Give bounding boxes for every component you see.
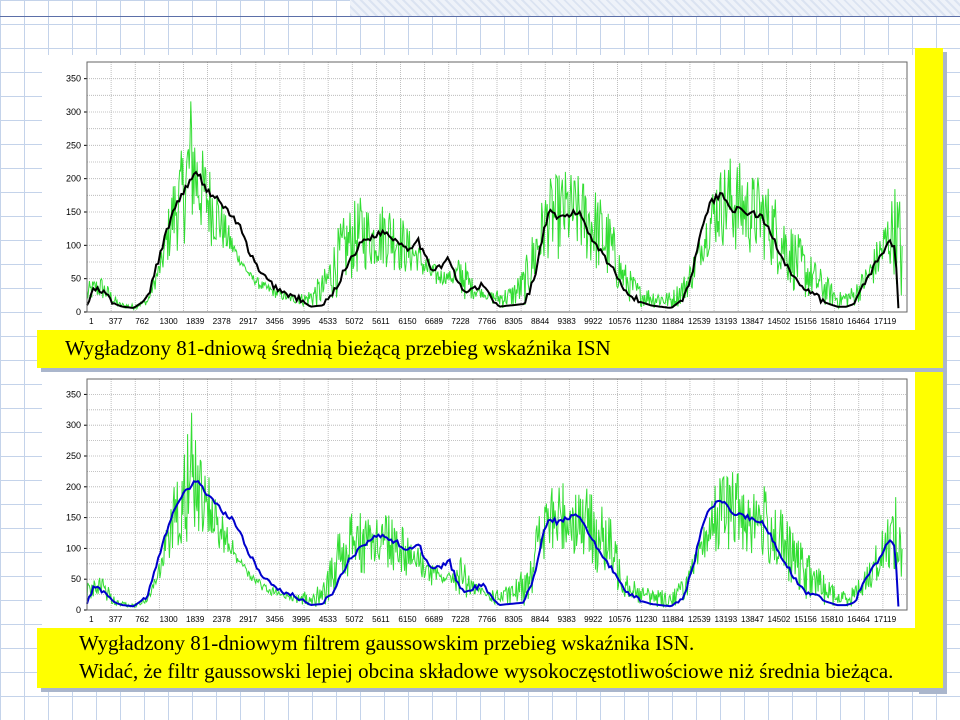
x-tick-label: 3995 — [292, 317, 311, 326]
y-tick-label: 150 — [66, 513, 81, 523]
y-tick-label: 0 — [76, 605, 81, 615]
chart-svg-0: 0 50 100 150 200 250 300 350 1 377 762 1300 1839 2378… — [66, 61, 908, 326]
x-tick-label: 377 — [109, 615, 123, 624]
x-tick-label: 3456 — [266, 615, 285, 624]
x-tick-label: 1 — [89, 615, 94, 624]
chart-svg-1: 0 50 100 150 200 250 300 350 1 377 762 1300 1839 2378… — [66, 378, 908, 624]
y-tick-label: 150 — [66, 207, 81, 217]
x-tick-label: 13193 — [714, 615, 737, 624]
x-tick-label: 8844 — [531, 615, 550, 624]
x-tick-label: 2378 — [213, 317, 232, 326]
x-tick-label: 14502 — [768, 615, 791, 624]
x-tick-label: 17119 — [874, 317, 897, 326]
x-tick-label: 16464 — [847, 615, 870, 624]
x-tick-label: 15156 — [794, 615, 817, 624]
y-tick-label: 350 — [66, 389, 81, 399]
x-tick-label: 762 — [135, 317, 149, 326]
x-tick-label: 8305 — [504, 615, 523, 624]
top-decorative-band — [350, 0, 960, 16]
x-tick-label: 3995 — [292, 615, 311, 624]
x-tick-label: 12539 — [688, 615, 711, 624]
x-tick-label: 8305 — [504, 317, 523, 326]
x-tick-label: 16464 — [847, 317, 870, 326]
x-tick-label: 11230 — [635, 317, 658, 326]
x-tick-label: 6150 — [398, 317, 417, 326]
x-tick-label: 10576 — [608, 317, 631, 326]
x-tick-label: 1839 — [186, 317, 205, 326]
y-tick-label: 100 — [66, 543, 81, 553]
plot-frame — [86, 61, 908, 313]
x-tick-label: 5611 — [372, 615, 390, 624]
series-smoothed-isn — [86, 170, 900, 309]
y-tick-label: 250 — [66, 140, 81, 150]
x-tick-label: 377 — [109, 317, 123, 326]
x-tick-label: 7228 — [451, 317, 470, 326]
x-tick-label: 9383 — [558, 615, 577, 624]
x-tick-label: 1300 — [159, 317, 178, 326]
x-tick-label: 5072 — [345, 615, 364, 624]
x-tick-label: 762 — [135, 615, 149, 624]
x-tick-label: 15810 — [821, 615, 844, 624]
x-tick-label: 7766 — [478, 615, 497, 624]
x-tick-label: 11230 — [635, 615, 658, 624]
y-tick-label: 200 — [66, 174, 81, 184]
x-tick-label: 7228 — [451, 615, 470, 624]
x-tick-label: 11884 — [662, 615, 685, 624]
x-tick-label: 13193 — [714, 317, 737, 326]
x-tick-label: 14502 — [768, 317, 791, 326]
plot-frame — [86, 378, 908, 611]
x-tick-label: 1839 — [186, 615, 205, 624]
x-tick-label: 13847 — [741, 317, 764, 326]
x-tick-label: 2917 — [239, 615, 258, 624]
x-tick-label: 9922 — [584, 317, 603, 326]
top-divider-line — [0, 16, 960, 17]
x-tick-label: 13847 — [741, 615, 764, 624]
x-tick-label: 12539 — [688, 317, 711, 326]
caption-moving-average-text: Wygładzony 81-dniową średnią bieżącą prz… — [65, 336, 611, 360]
x-tick-label: 5611 — [372, 317, 390, 326]
caption-gaussian-line1: Wygładzony 81-dniowym filtrem gaussowski… — [79, 631, 695, 655]
x-tick-label: 1300 — [159, 615, 178, 624]
x-tick-label: 3456 — [266, 317, 285, 326]
x-tick-label: 15156 — [794, 317, 817, 326]
chart-moving-average: 0 50 100 150 200 250 300 350 1 377 762 1300 1839 2378… — [42, 55, 915, 330]
caption-moving-average: Wygładzony 81-dniową średnią bieżącą prz… — [37, 330, 943, 368]
x-tick-label: 7766 — [478, 317, 497, 326]
x-tick-label: 8844 — [531, 317, 550, 326]
x-tick-label: 9383 — [558, 317, 577, 326]
x-tick-label: 6689 — [425, 615, 444, 624]
y-tick-label: 50 — [71, 574, 81, 584]
x-tick-label: 2378 — [213, 615, 232, 624]
chart-gaussian-filter: 0 50 100 150 200 250 300 350 1 377 762 1300 1839 2378… — [42, 372, 915, 628]
caption-gaussian-filter: Wygładzony 81-dniowym filtrem gaussowski… — [37, 628, 943, 688]
series-raw-isn — [86, 412, 903, 609]
x-tick-label: 6689 — [425, 317, 444, 326]
y-tick-label: 300 — [66, 420, 81, 430]
y-tick-label: 0 — [76, 307, 81, 317]
series-smoothed-isn — [86, 480, 900, 608]
x-tick-label: 1 — [89, 317, 94, 326]
x-tick-label: 5072 — [345, 317, 364, 326]
y-tick-label: 200 — [66, 482, 81, 492]
y-tick-label: 250 — [66, 451, 81, 461]
x-tick-label: 2917 — [239, 317, 258, 326]
y-tick-label: 50 — [71, 274, 81, 284]
x-tick-label: 10576 — [608, 615, 631, 624]
x-tick-label: 4533 — [319, 615, 338, 624]
y-tick-label: 350 — [66, 74, 81, 84]
series-raw-isn — [86, 101, 903, 311]
x-tick-label: 4533 — [319, 317, 338, 326]
y-tick-label: 300 — [66, 107, 81, 117]
y-tick-label: 100 — [66, 240, 81, 250]
x-tick-label: 9922 — [584, 615, 603, 624]
x-tick-label: 11884 — [662, 317, 685, 326]
x-tick-label: 6150 — [398, 615, 417, 624]
x-tick-label: 15810 — [821, 317, 844, 326]
x-tick-label: 17119 — [874, 615, 897, 624]
caption-gaussian-line2: Widać, że filtr gaussowski lepiej obcina… — [79, 659, 894, 683]
